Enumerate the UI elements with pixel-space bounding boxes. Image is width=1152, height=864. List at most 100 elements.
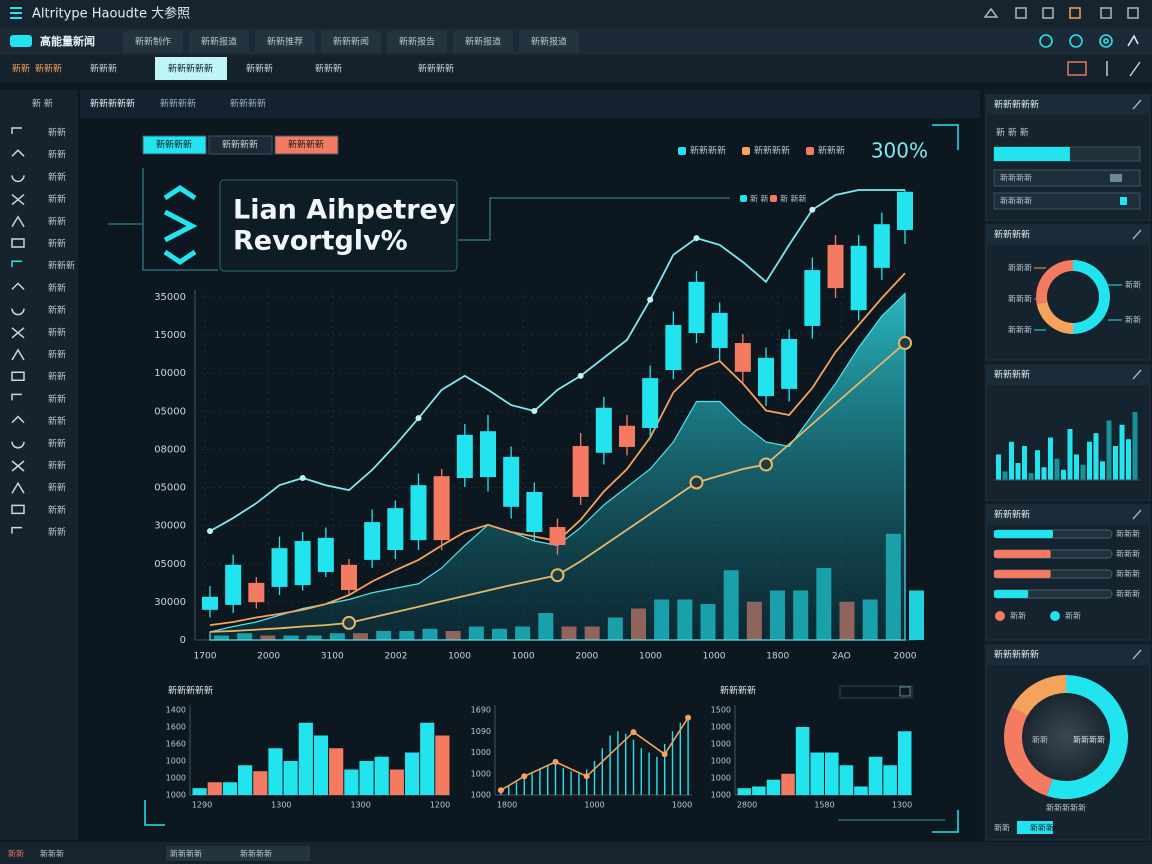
nav-tab-label[interactable]: 新新报道: [465, 36, 501, 48]
panel-icon[interactable]: [1132, 229, 1142, 240]
row-chip: [1120, 197, 1127, 205]
chart-button[interactable]: [274, 135, 339, 155]
sidebar-label[interactable]: 新新: [48, 149, 66, 161]
sidebar-label[interactable]: 新新: [48, 415, 66, 427]
nav-tab-label[interactable]: 新新推荐: [267, 36, 303, 48]
nav-tab-label[interactable]: 新新报告: [399, 36, 435, 48]
sidebar-label[interactable]: 新新: [48, 526, 66, 538]
bottom-item-label[interactable]: 新新新新: [240, 849, 272, 859]
nav-tab[interactable]: [255, 31, 315, 53]
sidebar-icon[interactable]: [11, 526, 22, 534]
nav-tab[interactable]: [189, 31, 249, 53]
sidebar-label[interactable]: 新新: [48, 482, 66, 494]
mini-bar: [283, 761, 298, 795]
mini-bar: [810, 752, 824, 795]
panel-icon[interactable]: [1132, 99, 1142, 110]
sidebar-icon[interactable]: [11, 238, 25, 248]
sidebar-label[interactable]: 新新: [48, 371, 66, 383]
nav-tab-label[interactable]: 新新报道: [531, 36, 567, 48]
toolbar-item[interactable]: 新新新新: [418, 63, 454, 75]
sidebar-label[interactable]: 新新: [48, 326, 66, 338]
y-axis-label: 0: [180, 635, 186, 646]
nav-tab[interactable]: [387, 31, 447, 53]
window-icons[interactable]: [983, 7, 1139, 19]
sidebar-icon[interactable]: [11, 393, 22, 401]
main-tab[interactable]: 新新新新新: [90, 98, 135, 110]
sidebar-label[interactable]: 新新: [48, 304, 66, 316]
sidebar-label[interactable]: 新新: [48, 127, 66, 139]
sidebar-icon[interactable]: [11, 327, 25, 339]
toolbar-item[interactable]: 新新新: [90, 63, 117, 75]
nav-tab[interactable]: [123, 31, 183, 53]
sidebar-icon[interactable]: [11, 371, 25, 381]
toolbar-item[interactable]: 新新新: [315, 63, 342, 75]
sidebar-icon[interactable]: [11, 127, 22, 134]
mini-point: [630, 729, 637, 736]
sidebar-label[interactable]: 新新: [48, 504, 66, 516]
sidebar-icon[interactable]: [11, 175, 25, 183]
sidebar-icon[interactable]: [11, 481, 25, 494]
sidebar-icon[interactable]: [11, 215, 25, 228]
mini-x-label: 1300: [350, 801, 370, 810]
mini-bar: [207, 782, 222, 795]
nav-icons[interactable]: [1039, 34, 1139, 48]
chart-button[interactable]: [142, 135, 207, 155]
sidebar-icon[interactable]: [11, 194, 25, 206]
chart-button[interactable]: [208, 135, 273, 155]
sidebar-label[interactable]: 新新: [48, 460, 66, 472]
chart-button-label[interactable]: 新新新新: [288, 139, 324, 151]
toolbar-item[interactable]: 新新新: [35, 63, 62, 75]
toolbar-item[interactable]: 新新: [12, 63, 30, 75]
panel-bar: [1132, 412, 1138, 480]
toolbar-item[interactable]: 新新新: [246, 63, 273, 75]
candle-body: [433, 476, 450, 541]
bottom-item[interactable]: [236, 846, 310, 861]
panel-icon[interactable]: [1132, 649, 1142, 660]
chart-button-label[interactable]: 新新新新: [222, 139, 258, 151]
nav-tab[interactable]: [321, 31, 381, 53]
nav-tab[interactable]: [453, 31, 513, 53]
sidebar-label[interactable]: 新新: [48, 171, 66, 183]
menu-icon[interactable]: [10, 7, 22, 19]
panel-tab[interactable]: [1017, 821, 1053, 834]
mini-bar: [268, 748, 283, 795]
sidebar-icon[interactable]: [11, 282, 25, 290]
nav-tab-label[interactable]: 新新报道: [201, 36, 237, 48]
sidebar-label[interactable]: 新新: [48, 193, 66, 205]
bottom-item-label[interactable]: 新新新新: [170, 849, 202, 859]
sidebar-label[interactable]: 新新: [48, 238, 66, 250]
bottom-item-label[interactable]: 新新: [8, 849, 24, 859]
sidebar-icon[interactable]: [11, 308, 25, 316]
toolbar-active[interactable]: [155, 57, 227, 80]
sidebar-label[interactable]: 新新新: [48, 260, 75, 272]
mini-bar: [222, 782, 238, 795]
legend-swatch: [806, 147, 814, 155]
toolbar-item[interactable]: 新新新新新: [168, 63, 213, 75]
nav-tab[interactable]: [519, 31, 579, 53]
main-tab[interactable]: 新新新新: [230, 98, 266, 110]
sidebar-icon[interactable]: [11, 149, 25, 157]
bottom-item-label[interactable]: 新新新: [40, 849, 64, 859]
panel-icon[interactable]: [1132, 369, 1142, 380]
bottom-item[interactable]: [166, 846, 240, 861]
sidebar-icon[interactable]: [11, 441, 25, 449]
main-tab[interactable]: 新新新新: [160, 98, 196, 110]
chart-button-label[interactable]: 新新新新: [156, 139, 192, 151]
sidebar-icon[interactable]: [11, 260, 22, 268]
panel-tab-label[interactable]: 新新新: [1030, 823, 1054, 833]
sidebar-label[interactable]: 新新: [48, 437, 66, 449]
nav-tab-label[interactable]: 新新制作: [135, 36, 171, 48]
sidebar-icon[interactable]: [11, 460, 25, 472]
panel-icon[interactable]: [1132, 509, 1142, 520]
nav-tab-label[interactable]: 新新新闻: [333, 36, 369, 48]
tool-icons[interactable]: [1067, 61, 1141, 77]
sidebar-icon[interactable]: [11, 348, 25, 361]
sidebar-icon[interactable]: [11, 415, 25, 424]
sidebar-label[interactable]: 新新: [48, 282, 66, 294]
sidebar-label[interactable]: 新新: [48, 215, 66, 227]
mini-bar: [359, 761, 374, 795]
sidebar-label[interactable]: 新新: [48, 349, 66, 361]
panel-tab-label[interactable]: 新新: [994, 823, 1010, 833]
sidebar-label[interactable]: 新新: [48, 393, 66, 405]
sidebar-icon[interactable]: [11, 504, 25, 515]
